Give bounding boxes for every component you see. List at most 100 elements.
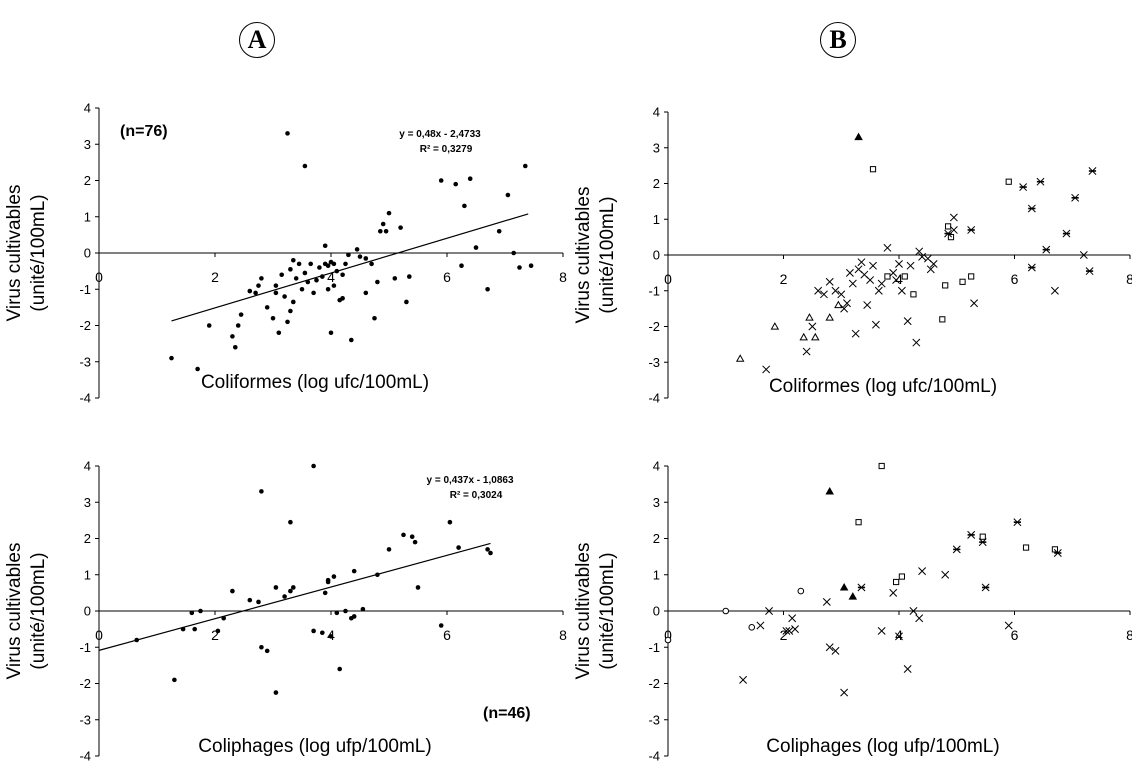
point-b-top-s3-6 (831, 286, 840, 295)
point-b-top-s3-10-stroke-b (848, 279, 857, 288)
y-axis-title-b-top-line-1: (unité/100mL) (597, 196, 618, 313)
point-a-top-s0-8 (253, 290, 258, 296)
point-a-bottom-s0-10-shape (259, 644, 264, 650)
point-b-top-s3-33-stroke-b (949, 213, 958, 222)
point-b-bottom-s2-2 (748, 624, 756, 631)
y-tick-label-a-bottom-3: -1 (79, 640, 91, 655)
x-tick-label-a-top-4: 8 (559, 269, 567, 285)
point-a-top-s0-21-shape (311, 290, 316, 296)
point-b-top-s3-25-stroke-b (903, 317, 912, 326)
point-a-bottom-s0-39 (447, 519, 453, 525)
point-a-top-s0-66 (453, 181, 459, 187)
point-b-top-s1-1 (884, 273, 891, 280)
point-b-top-s4-7 (1071, 193, 1080, 202)
point-b-top-s3-27 (912, 338, 921, 347)
point-b-bottom-s1-0 (855, 519, 862, 526)
point-a-top-s0-21 (311, 290, 316, 296)
point-b-bottom-s2-1-shape (722, 607, 730, 615)
point-a-bottom-s0-0-shape (134, 637, 139, 643)
point-b-bottom-s3-11 (889, 588, 898, 597)
point-a-bottom-s0-37 (415, 585, 421, 590)
point-a-top-s0-38 (291, 257, 296, 263)
point-a-top-s0-29 (302, 270, 308, 276)
point-b-top-s3-11-stroke-b (851, 329, 860, 338)
point-a-top-s0-64-shape (349, 337, 354, 343)
point-b-bottom-s3-4-stroke-b (788, 614, 797, 623)
point-b-top-s3-2-stroke-b (808, 322, 817, 331)
point-a-top-s0-19-shape (299, 286, 305, 292)
point-b-bottom-s3-10-stroke-b (877, 626, 886, 635)
point-a-top-s0-70-shape (459, 263, 464, 268)
x-tick-label-b-top-2: 4 (895, 271, 903, 287)
point-a-bottom-s0-2-shape (180, 626, 186, 632)
point-a-top-s0-41 (302, 163, 308, 169)
y-tick-label-b-bottom-0: -4 (648, 749, 660, 761)
point-b-top-s2-2 (799, 332, 808, 341)
point-b-top-s3-16-stroke-b (866, 276, 875, 284)
point-a-top-s0-38-shape (291, 257, 296, 263)
point-b-bottom-s0-2 (848, 592, 858, 600)
y-axis-title-b-bottom-line-1: (unité/100mL) (597, 552, 618, 669)
point-b-bottom-s4-0 (857, 583, 866, 592)
point-a-bottom-s0-23-shape (325, 577, 331, 583)
point-b-top-s1-5-shape (942, 282, 949, 289)
point-a-top-s0-0 (169, 355, 174, 361)
point-b-top-s4-5 (1027, 263, 1036, 272)
point-b-bottom-s4-2 (967, 530, 976, 539)
point-b-top-s3-29 (918, 252, 927, 261)
point-b-bottom-s3-7-stroke-b (825, 643, 834, 652)
point-a-top-s0-7 (247, 288, 253, 294)
point-b-top-s3-38-stroke-b (845, 268, 854, 277)
point-b-top-s3-27-stroke-b (912, 338, 921, 347)
point-a-top-s0-45 (340, 296, 345, 301)
point-b-top-s3-35 (1050, 286, 1059, 295)
point-b-top-s2-4-shape (811, 332, 820, 341)
point-a-top-s0-27 (340, 272, 345, 278)
point-b-bottom-s3-5 (791, 625, 800, 634)
point-a-bottom-s0-38 (438, 623, 444, 628)
point-a-top-s0-69 (473, 245, 479, 250)
point-b-top-s3-32-stroke-b (929, 259, 938, 268)
point-a-top-s0-60 (404, 299, 409, 305)
x-tick-label-a-bottom-3: 6 (443, 627, 451, 643)
point-a-bottom-s0-4-shape (192, 626, 197, 632)
point-b-top-s4-1 (1019, 183, 1028, 192)
point-b-top-s1-3-shape (910, 291, 917, 298)
point-b-top-s1-2 (901, 273, 908, 280)
y-tick-label-a-bottom-4: 0 (84, 604, 91, 619)
point-b-bottom-s2-2-shape (748, 624, 756, 631)
point-b-bottom-s1-3 (898, 573, 905, 580)
point-a-bottom-s0-15-shape (282, 594, 287, 599)
point-a-bottom-s0-43-shape (360, 606, 366, 612)
y-tick-label-b-top-4: 0 (653, 248, 660, 263)
point-a-top-s0-73-shape (505, 192, 511, 198)
point-a-top-s0-24 (328, 330, 334, 336)
point-b-top-s1-6 (944, 223, 952, 230)
x-tick-label-a-bottom-1: 2 (211, 627, 219, 643)
y-tick-label-a-bottom-2: -2 (79, 676, 91, 691)
point-a-top-s0-59 (398, 225, 403, 230)
y-tick-label-b-bottom-1: -3 (648, 712, 660, 727)
point-a-top-s0-71-shape (485, 286, 490, 292)
point-b-top-s3-24-stroke-b (897, 286, 906, 295)
point-b-bottom-s3-11-stroke-b (889, 588, 898, 597)
y-tick-label-b-top-5: 1 (653, 212, 660, 227)
point-b-top-s3-36-stroke-b (1079, 251, 1088, 259)
point-a-top-s0-62 (354, 247, 360, 252)
point-b-top-s4-9 (1088, 167, 1097, 175)
point-a-top-s0-54-shape (378, 228, 383, 234)
point-a-bottom-s0-1 (172, 677, 177, 683)
point-a-top-s0-4 (233, 344, 238, 350)
point-b-top-s2-2-shape (799, 332, 808, 341)
point-a-top-s0-49 (369, 261, 374, 267)
point-b-top-s0-0-shape (854, 132, 863, 141)
y-tick-label-a-bottom-6: 2 (84, 531, 91, 546)
point-b-top-s2-4 (811, 332, 820, 341)
trendline-a-top (171, 213, 529, 322)
point-a-top-s0-67-shape (462, 203, 467, 209)
point-a-top-s0-52 (372, 315, 377, 321)
point-a-bottom-s0-5-shape (198, 608, 203, 614)
y-tick-label-a-top-7: 3 (84, 137, 91, 152)
point-a-top-s0-51-shape (346, 252, 351, 258)
point-b-top-s3-5-stroke-b (825, 277, 834, 286)
